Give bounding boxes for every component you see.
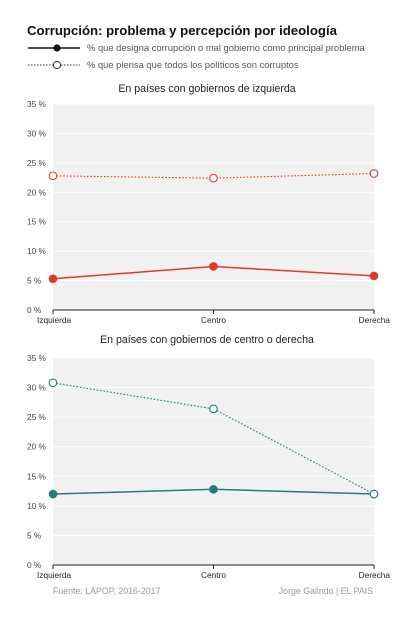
source-note: Fuente: LAPOP, 2016-2017 — [53, 586, 161, 596]
chart-title-center-right-governments: En países con gobiernos de centro o dere… — [100, 334, 314, 346]
y-tick-label: 15 % — [27, 217, 47, 227]
y-tick-label: 35 % — [27, 99, 47, 109]
chart-left-governments: 0 % 5 % 10 % 15 % 20 % 25 % 30 % 35 % Izquierda C… — [27, 99, 391, 325]
chart-title-left-governments: En países con gobiernos de izquierda — [118, 83, 296, 95]
x-tick-label: Izquierda — [37, 315, 72, 325]
data-point-problem — [48, 274, 58, 284]
y-tick-label: 15 % — [27, 471, 47, 481]
data-point-perception — [209, 404, 218, 414]
x-tick-label: Centro — [201, 315, 226, 325]
legend-solid-line-icon — [28, 44, 80, 52]
legend-label-perception: % que piensa que todos los políticos son… — [87, 59, 299, 70]
data-point-perception — [369, 489, 379, 499]
chart-center-right-governments: 0 % 5 % 10 % 15 % 20 % 25 % 30 % 35 % Izquierda C… — [27, 353, 391, 580]
plot-background — [53, 358, 374, 565]
y-tick-label: 10 % — [27, 501, 47, 511]
data-point-problem — [48, 489, 58, 499]
data-point-problem — [209, 484, 218, 494]
y-tick-label: 0 % — [27, 305, 42, 315]
y-tick-label: 30 % — [27, 383, 47, 393]
x-tick-label: Centro — [201, 570, 226, 580]
y-tick-label: 20 % — [27, 187, 47, 197]
y-tick-label: 20 % — [27, 442, 47, 452]
legend-dotted-line-icon — [28, 60, 80, 70]
figure-title: Corrupción: problema y percepción por id… — [27, 23, 337, 38]
data-point-perception — [369, 169, 379, 178]
series-line-perception — [52, 382, 375, 495]
plot-background — [53, 104, 374, 310]
y-tick-label: 25 % — [27, 158, 47, 168]
credit-note: Jorge Galindo | EL PAIS — [278, 586, 373, 596]
y-tick-label: 0 % — [27, 560, 42, 570]
data-point-problem — [209, 262, 218, 271]
x-tick-label: Derecha — [359, 315, 391, 325]
y-tick-label: 5 % — [27, 276, 42, 286]
data-point-problem — [369, 271, 379, 281]
x-tick-label: Izquierda — [37, 570, 72, 580]
data-point-perception — [48, 378, 58, 388]
y-tick-label: 10 % — [27, 246, 47, 256]
y-tick-label: 35 % — [27, 353, 47, 363]
y-tick-label: 25 % — [27, 412, 47, 422]
y-tick-label: 30 % — [27, 128, 47, 138]
legend-label-problem: % que designa corrupción o mal gobierno … — [87, 42, 365, 53]
x-tick-label: Derecha — [359, 570, 391, 580]
data-point-perception — [209, 173, 218, 183]
y-tick-label: 5 % — [27, 530, 42, 540]
data-point-perception — [48, 171, 58, 181]
